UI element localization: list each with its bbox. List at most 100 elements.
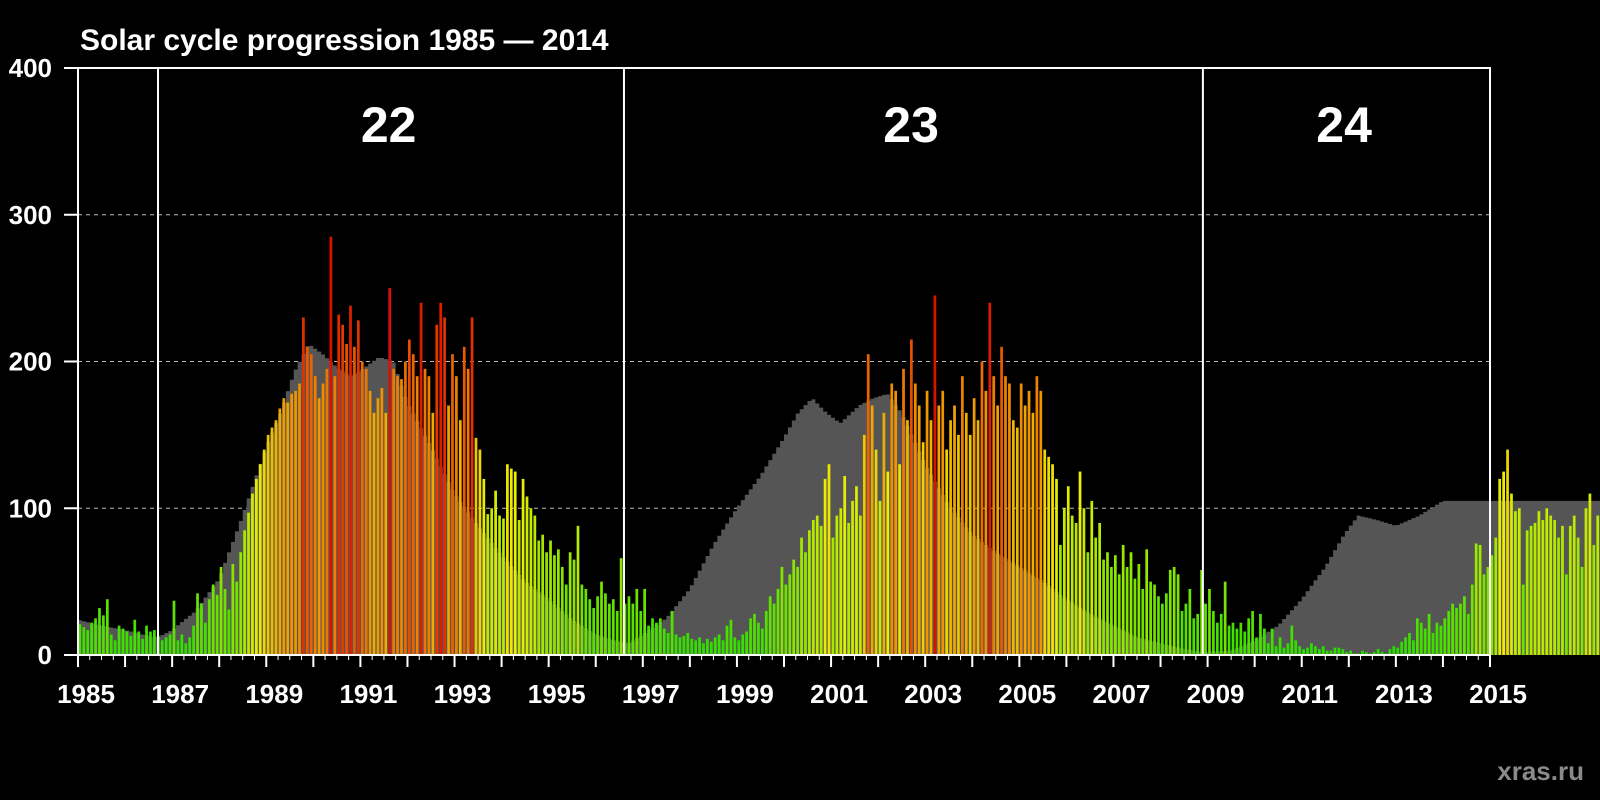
bar (1392, 646, 1396, 655)
bar (753, 613, 756, 655)
bar (243, 530, 246, 655)
bar (1415, 618, 1419, 655)
bar (94, 618, 97, 655)
bar (1588, 493, 1592, 655)
bar (121, 628, 125, 655)
bar (537, 540, 541, 655)
bar (372, 412, 376, 655)
bar (1404, 637, 1407, 655)
bar (231, 564, 235, 655)
bar (1419, 622, 1423, 655)
bar (141, 638, 144, 655)
bar (564, 584, 568, 655)
bar (843, 475, 847, 655)
bar (992, 376, 996, 655)
bar (690, 638, 694, 655)
bar (898, 464, 901, 655)
bar (462, 346, 466, 655)
bar (686, 632, 690, 655)
bar (1035, 376, 1039, 655)
x-tick-label: 1985 (57, 679, 115, 709)
bar (1137, 564, 1141, 655)
bar (1286, 643, 1290, 655)
bar (262, 449, 266, 655)
bar (1129, 552, 1133, 655)
bar (376, 398, 380, 655)
bar (608, 603, 611, 655)
bar (545, 552, 548, 655)
bar (1019, 383, 1023, 655)
bar (447, 405, 450, 655)
bar (215, 594, 219, 655)
bar (721, 640, 725, 655)
bar (1278, 637, 1282, 655)
bar (784, 584, 788, 655)
cycle-label: 23 (883, 97, 939, 153)
bar (529, 508, 533, 655)
bar (725, 625, 729, 655)
bar (1074, 522, 1078, 655)
bar (470, 317, 474, 655)
bar (211, 584, 215, 655)
bar (611, 599, 615, 655)
bar (929, 420, 933, 655)
x-tick-label: 1997 (622, 679, 680, 709)
bar (1086, 552, 1090, 655)
bar (870, 405, 874, 655)
bar (1459, 603, 1462, 655)
bar (1164, 593, 1168, 655)
bar (1537, 511, 1541, 655)
bar (1580, 566, 1584, 655)
bar (184, 643, 188, 655)
x-tick-label: 2003 (904, 679, 962, 709)
bar (1015, 427, 1019, 655)
bar (604, 593, 607, 655)
bar (729, 619, 733, 655)
bar (458, 420, 462, 655)
watermark: xras.ru (1497, 756, 1584, 786)
bar (1243, 631, 1247, 655)
bar (1219, 613, 1223, 655)
bar (878, 500, 882, 655)
bar (1521, 584, 1525, 655)
bar (1596, 515, 1600, 655)
bar (498, 515, 501, 655)
bar (937, 405, 941, 655)
bar (1549, 515, 1553, 655)
bar (1423, 628, 1427, 655)
bar (431, 412, 435, 655)
bar (294, 390, 297, 655)
cycle-label: 24 (1316, 97, 1372, 153)
bar (1215, 622, 1219, 655)
bar (560, 566, 564, 655)
bar (82, 627, 86, 655)
bar (1494, 537, 1498, 655)
bar (1259, 613, 1262, 655)
bar (1235, 628, 1239, 655)
smoothed-area (78, 345, 1600, 655)
bar (768, 596, 772, 655)
bar (380, 387, 384, 655)
bar (964, 412, 968, 655)
x-tick-label: 1989 (245, 679, 303, 709)
bar (109, 634, 113, 655)
bar (713, 637, 717, 655)
bar (153, 630, 156, 655)
bar (1490, 555, 1494, 655)
bar (1486, 566, 1490, 655)
bar (309, 354, 313, 655)
cycle-labels: 22 23 24 (361, 97, 1372, 153)
bar (1117, 574, 1121, 655)
bar (1565, 574, 1568, 655)
bar (204, 622, 207, 655)
bar (235, 581, 239, 655)
bar (890, 383, 894, 655)
bar (655, 622, 658, 655)
bar (1212, 610, 1215, 655)
bar (1341, 649, 1345, 655)
y-tick-label: 100 (9, 493, 52, 523)
bar (1310, 643, 1313, 655)
bar (247, 512, 250, 655)
bar (1247, 618, 1251, 655)
bar (1408, 632, 1411, 655)
